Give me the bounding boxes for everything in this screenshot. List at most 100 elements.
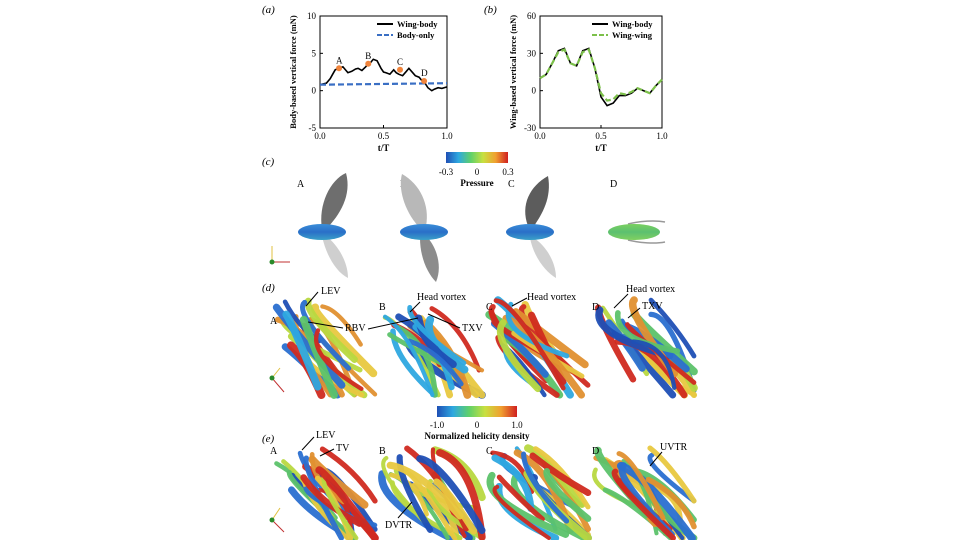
d-3-vortex-tube	[631, 339, 677, 390]
snapshot-d-b: B	[379, 302, 386, 313]
panel-d-letter: (d)	[262, 282, 275, 294]
insect-b	[400, 174, 448, 282]
e-1-vortex-tube	[378, 470, 455, 540]
chart-b-ytick-label: -30	[524, 123, 536, 133]
e-1-vortex-tube	[386, 461, 464, 520]
e-1-vortex-tube	[389, 472, 429, 517]
wing-lower-b	[420, 238, 439, 282]
d-0-vortex-tube	[320, 304, 363, 347]
wing-upper-d	[627, 220, 666, 225]
e-3-vortex-tube	[617, 461, 696, 540]
chart-a-xlabel: t/T	[378, 143, 390, 153]
snapshot-e-a: A	[270, 446, 278, 457]
e-0-vortex-tube	[319, 446, 378, 504]
d-1-vortex-tube	[414, 314, 457, 369]
d-0-vortex-tube	[299, 299, 352, 371]
e-2-vortex-tube	[533, 446, 591, 510]
annot-dvtr: DVTR	[385, 520, 413, 531]
chart-a-ytick-label: 10	[307, 11, 317, 21]
helicity-tick-max: 1.0	[511, 420, 523, 430]
chart-a-ytick-label: -5	[309, 123, 317, 133]
snapshot-d-d: D	[592, 302, 599, 313]
chart-b-legend-label: Wing-wing	[612, 30, 653, 40]
annot-head-vortex-c: Head vortex	[527, 292, 576, 303]
chart-a-ylabel: Body-based vertical force (mN)	[288, 15, 298, 129]
d-1-vortex-tube	[407, 304, 467, 366]
panel-b-letter: (b)	[484, 4, 497, 16]
chart-a-ytick-label: 5	[312, 48, 317, 58]
annot-head-vortex-b: Head vortex	[417, 292, 466, 303]
e-2-vortex-tube	[521, 451, 570, 524]
e-2-vortex-tube	[492, 484, 551, 540]
d-2-vortex-tube	[496, 319, 542, 393]
chart-a-point-label: D	[421, 68, 428, 78]
wing-upper-c	[525, 176, 549, 226]
pressure-tick-mid: 0	[475, 167, 480, 177]
e-1-vortex-tube	[389, 480, 463, 540]
annot-lev-e: LEV	[316, 430, 336, 441]
d-0-vortex-tube	[282, 310, 322, 391]
e-1-vortex-tube	[403, 469, 457, 540]
panel-e-letter: (e)	[262, 433, 275, 445]
chart-a-legend-label: Wing-body	[397, 19, 438, 29]
arrow-lev-d	[305, 291, 319, 307]
vortex-panel-d	[272, 296, 698, 399]
chart-a-xtick-label: 1.0	[441, 131, 453, 141]
annot-lev-d: LEV	[321, 286, 341, 297]
chart-b-xtick-label: 0.5	[595, 131, 607, 141]
snapshot-c-c: C	[508, 179, 515, 190]
annot-txv-d: TXV	[642, 301, 663, 312]
annot-txv-b: TXV	[462, 323, 483, 334]
panel-a-letter: (a)	[262, 4, 275, 16]
e-1-vortex-tube	[416, 455, 486, 534]
e-2-vortex-tube	[490, 450, 535, 495]
pressure-colorbar	[446, 152, 508, 163]
d-3-vortex-tube	[648, 297, 697, 359]
chart-a-xtick-label: 0.5	[378, 131, 390, 141]
e-3-vortex-tube	[645, 476, 697, 530]
body-d	[608, 224, 660, 240]
axes-triad-c	[269, 246, 290, 265]
e-2-vortex-tube	[529, 452, 592, 496]
e-3-vortex-tube	[647, 452, 697, 504]
e-1-vortex-tube	[433, 478, 478, 535]
chart-b: 0.0 0.5 1.0 -30 0 30 60 t/T Wing-based vertical …	[508, 11, 668, 153]
vortex-panel-e	[274, 444, 698, 540]
snapshot-c-a: A	[297, 179, 305, 190]
axes-triad-d	[269, 367, 285, 393]
e-0-vortex-tube	[286, 470, 356, 540]
annot-head-vortex-d: Head vortex	[626, 284, 675, 295]
chart-a-point-a	[336, 65, 343, 72]
chart-b-ytick-label: 30	[527, 48, 537, 58]
pressure-tick-min: -0.3	[439, 167, 454, 177]
d-1-vortex-tube	[395, 325, 438, 398]
snapshot-d-a: A	[270, 316, 278, 327]
chart-b-ytick-label: 0	[532, 86, 537, 96]
chart-b-xlabel: t/T	[595, 143, 607, 153]
chart-a-legend-label: Body-only	[397, 30, 435, 40]
chart-a-point-c	[397, 66, 404, 73]
chart-a-xtick-label: 0.0	[314, 131, 326, 141]
d-0-vortex-tube	[299, 315, 338, 399]
e-0-vortex-tube	[300, 474, 363, 527]
insect-d	[608, 220, 666, 244]
d-0-vortex-tube	[310, 303, 378, 378]
chart-a-ytick-label: 0	[312, 86, 317, 96]
insect-a	[298, 173, 348, 278]
pressure-tick-max: 0.3	[502, 167, 514, 177]
chart-a: 0.0 0.5 1.0 -5 0 5 10 t/T Body-based vertical fo…	[288, 11, 453, 153]
d-1-vortex-tube	[383, 314, 435, 398]
e-0-vortex-tube	[315, 466, 379, 540]
chart-b-legend-label: Wing-body	[612, 19, 653, 29]
d-0-vortex-tube	[314, 328, 364, 391]
snapshot-e-d: D	[592, 446, 599, 457]
helicity-tick-mid: 0	[475, 420, 480, 430]
axes-triad-e	[269, 507, 285, 533]
e-0-vortex-tube	[303, 455, 344, 540]
snapshot-c-d: D	[610, 179, 617, 190]
chart-b-xtick-label: 0.0	[534, 131, 546, 141]
body-a	[298, 224, 346, 240]
e-2-vortex-tube	[491, 454, 535, 512]
chart-b-series-wing-body	[539, 47, 663, 107]
